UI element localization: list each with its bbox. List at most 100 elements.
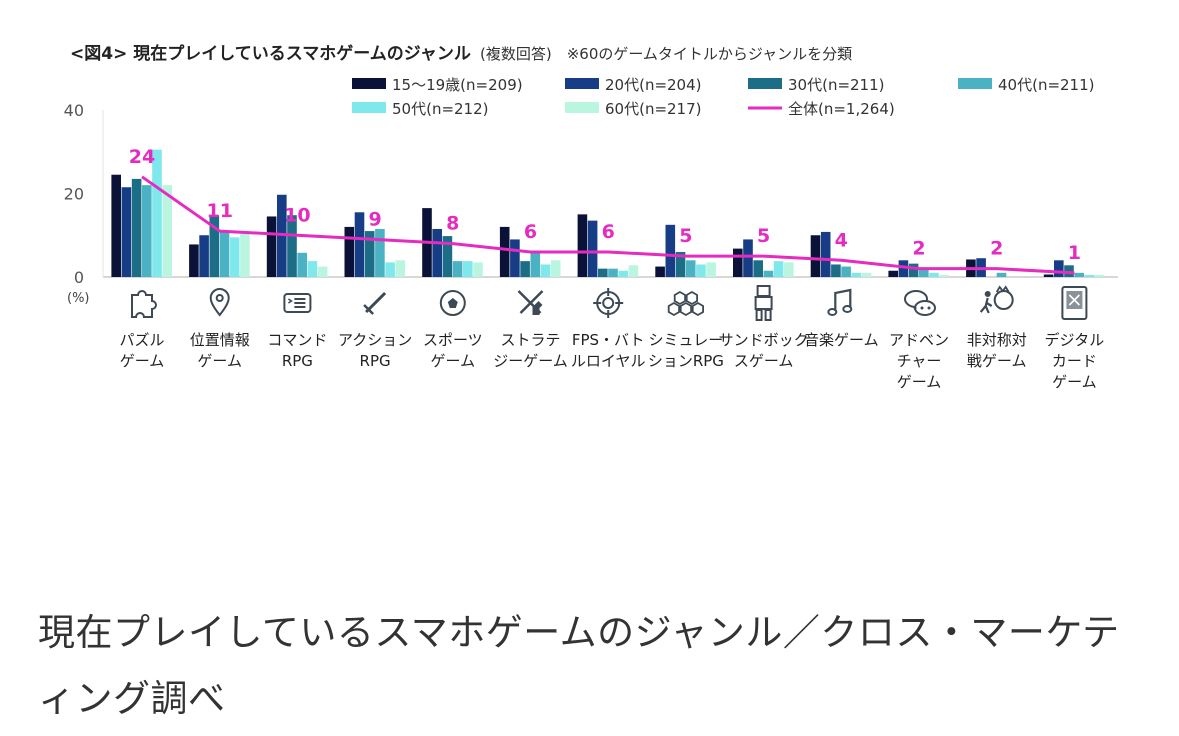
total-data-label: 10	[284, 204, 310, 226]
bar	[240, 231, 250, 277]
legend-item: 40代(n=211)	[958, 76, 1095, 94]
crossed-swords-knight-icon	[517, 290, 544, 315]
category-label: コマンド RPG	[267, 331, 327, 370]
legend-swatch	[565, 102, 599, 113]
map-pin-icon	[209, 288, 230, 317]
total-data-label: 6	[524, 221, 537, 243]
command-window-icon	[283, 293, 312, 313]
bar	[463, 261, 473, 277]
bar	[888, 270, 898, 277]
hexagon-cluster-icon	[667, 290, 705, 317]
bar	[530, 251, 541, 277]
category-label: デジタルカードゲーム	[1045, 331, 1105, 391]
legend-label: 40代(n=211)	[998, 76, 1095, 94]
category-label: パズルゲーム	[119, 331, 164, 370]
y-unit-label: (%)	[67, 291, 90, 306]
legend-item: 60代(n=217)	[565, 100, 702, 118]
genre-bar-chart: <図4> 現在プレイしているスマホゲームのジャンル (複数回答) ※60のゲーム…	[64, 43, 1118, 391]
legend-label: 60代(n=217)	[605, 100, 702, 118]
total-data-label: 8	[446, 213, 459, 235]
legend-label: 20代(n=204)	[605, 76, 702, 94]
legend-swatch	[352, 78, 386, 89]
legend-swatch	[748, 78, 782, 89]
legend-label: 50代(n=212)	[392, 100, 489, 118]
total-data-label: 5	[679, 225, 692, 247]
y-tick-label: 20	[64, 185, 84, 204]
y-tick-label: 0	[74, 268, 84, 287]
bar-group	[577, 214, 639, 277]
bar	[820, 231, 831, 277]
bar	[432, 228, 442, 277]
chart-subtitle: (複数回答) ※60のゲームタイトルからジャンルを分類	[480, 45, 852, 63]
category-label: ストラテジーゲーム	[493, 331, 568, 370]
category-label: 音楽ゲーム	[804, 331, 879, 349]
bar	[297, 252, 307, 277]
sword-icon	[363, 291, 387, 315]
chase-figures-icon	[979, 285, 1014, 314]
bar	[706, 262, 716, 277]
bar	[587, 220, 598, 277]
category-label: FPS・バトルロイヤル	[571, 331, 646, 370]
bar	[784, 262, 794, 277]
bar	[996, 272, 1007, 277]
bar-group	[189, 215, 250, 277]
category-label: 非対称対戦ゲーム	[967, 331, 1027, 370]
bar	[550, 260, 561, 277]
bar	[395, 260, 406, 277]
bar	[675, 251, 686, 277]
bar	[773, 261, 784, 277]
category-label: アクション RPG	[338, 331, 412, 370]
bar-group	[888, 260, 949, 277]
bar	[753, 260, 763, 277]
total-data-label: 9	[368, 208, 381, 230]
bar	[929, 272, 939, 277]
bar	[1094, 274, 1105, 277]
legend-label: 30代(n=211)	[788, 76, 885, 94]
bar	[1074, 272, 1084, 277]
bar	[152, 149, 162, 277]
bar	[219, 231, 230, 277]
bar	[209, 215, 220, 277]
legend-item: 全体(n=1,264)	[748, 100, 895, 118]
blocky-character-icon	[754, 285, 773, 321]
bar	[111, 174, 121, 277]
legend-label: 15〜19歳(n=209)	[392, 76, 523, 94]
chart-title: <図4> 現在プレイしているスマホゲームのジャンル	[70, 43, 471, 64]
bar	[831, 264, 841, 277]
chart-legend: 15〜19歳(n=209) 20代(n=204) 30代(n=211) 40代(n=2…	[352, 76, 1095, 118]
bar	[510, 239, 520, 277]
bar-group	[344, 212, 406, 277]
total-data-label: 24	[129, 146, 155, 168]
bar	[317, 266, 328, 277]
bar	[608, 268, 618, 277]
total-data-label: 4	[835, 229, 848, 251]
bar	[685, 260, 696, 277]
bar	[344, 226, 355, 277]
bar	[385, 262, 395, 277]
card-icon	[1061, 286, 1088, 320]
bar	[452, 261, 463, 277]
total-data-label: 1	[1068, 242, 1081, 264]
figure-caption: 現在プレイしているスマホゲームのジャンル／クロス・マーケティング調べ	[38, 611, 1120, 720]
bar	[131, 178, 142, 277]
bar	[121, 187, 132, 277]
bar	[142, 185, 152, 277]
bar	[618, 270, 628, 277]
bar	[364, 231, 375, 277]
bar	[375, 228, 385, 277]
total-data-label: 2	[990, 238, 1003, 260]
bar	[189, 244, 199, 277]
speech-bubbles-icon	[904, 290, 936, 316]
total-data-label: 11	[206, 200, 232, 222]
bar	[540, 264, 551, 277]
bar	[520, 261, 530, 277]
bar-group	[810, 231, 872, 277]
legend-item: 50代(n=212)	[352, 100, 489, 118]
bar	[199, 235, 209, 277]
bar	[577, 214, 588, 277]
bar-group	[733, 239, 794, 277]
bar-group	[111, 149, 172, 277]
music-note-icon	[827, 288, 853, 316]
bar-group	[499, 226, 561, 277]
